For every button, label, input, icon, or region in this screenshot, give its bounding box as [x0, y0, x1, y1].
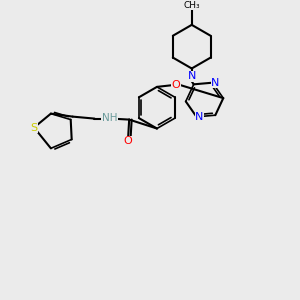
Text: N: N: [211, 78, 220, 88]
Text: N: N: [188, 71, 196, 81]
Text: CH₃: CH₃: [183, 1, 200, 10]
Text: NH: NH: [102, 112, 117, 123]
Text: S: S: [31, 122, 38, 133]
Text: N: N: [195, 112, 204, 122]
Text: O: O: [171, 80, 180, 90]
Text: O: O: [124, 136, 133, 146]
